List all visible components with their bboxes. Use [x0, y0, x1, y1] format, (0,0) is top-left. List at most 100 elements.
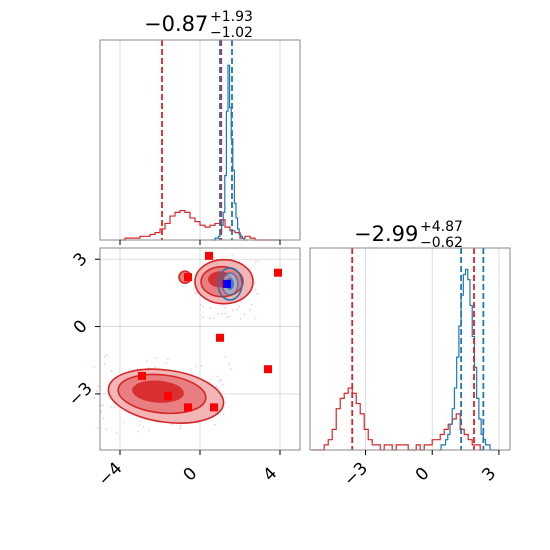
sample-dot — [154, 366, 157, 369]
red-square-marker — [184, 273, 192, 282]
sample-dot — [102, 404, 104, 407]
red-square-marker — [164, 392, 172, 401]
x-tick-label: 3 — [478, 464, 500, 486]
sample-dot — [236, 308, 239, 311]
red-square-marker — [216, 333, 224, 342]
marginal-2-title-plus: +4.87 — [420, 219, 463, 235]
sample-dot — [219, 379, 222, 381]
sample-dot — [224, 312, 227, 315]
x-tick-label: −3 — [340, 459, 372, 491]
x-tick-label: 0 — [180, 464, 202, 486]
sample-dot — [116, 432, 118, 434]
sample-dot — [224, 307, 227, 309]
sample-dot — [231, 253, 234, 256]
sample-dot — [103, 355, 106, 358]
x-tick-label: 0 — [412, 464, 434, 486]
sample-dot — [256, 293, 259, 295]
red-square-marker — [274, 268, 282, 277]
axes-frame — [309, 247, 511, 451]
sample-dot — [229, 368, 232, 371]
sample-dot — [201, 316, 204, 319]
sample-dot — [254, 282, 256, 285]
sample-dot — [96, 427, 99, 430]
sample-dot — [254, 288, 257, 291]
x-tick-label: 4 — [260, 464, 282, 486]
marginal-2-panel: −3 0 3 — [309, 247, 511, 491]
sample-dot — [142, 425, 145, 428]
sample-dot — [137, 430, 139, 433]
sample-dot — [213, 256, 216, 259]
sample-dot — [102, 417, 105, 420]
blue-square-marker — [223, 279, 231, 288]
sample-dot — [165, 362, 168, 365]
sample-dot — [209, 307, 212, 310]
sample-dot — [231, 309, 234, 312]
sample-dot — [243, 313, 246, 316]
sample-dot — [254, 317, 256, 320]
sample-dot — [222, 413, 225, 416]
histogram-blue — [212, 64, 248, 241]
sample-dot — [224, 356, 227, 358]
marginal-1-title-minus: −1.02 — [210, 25, 253, 41]
sample-dot — [257, 260, 260, 262]
sample-dot — [212, 316, 215, 319]
y-tick-label: 3 — [70, 249, 92, 271]
joint-panel: −4 0 4 3 0 −3 — [65, 247, 301, 491]
red-square-marker — [184, 403, 192, 412]
y-tick-label: 0 — [70, 316, 92, 338]
histogram-blue — [438, 268, 497, 451]
sample-dot — [201, 305, 204, 308]
sample-dot — [227, 315, 230, 318]
sample-dot — [179, 427, 182, 430]
contour-blue-outer — [217, 267, 243, 301]
sample-dot — [194, 292, 197, 294]
sample-dot — [226, 316, 228, 319]
sample-dot — [179, 424, 182, 427]
sample-dot — [167, 358, 169, 360]
sample-dot — [147, 429, 150, 432]
sample-dot — [110, 369, 113, 372]
sample-dot — [103, 363, 106, 365]
marginal-1-title-plus: +1.93 — [210, 9, 253, 25]
marginal-1-title-value: −0.87 — [144, 12, 208, 36]
histogram-red — [312, 387, 485, 451]
sample-dot — [96, 390, 98, 392]
y-tick-label: −3 — [65, 379, 97, 411]
sample-dot — [93, 396, 95, 399]
sample-dot — [216, 313, 219, 315]
red-square-marker — [138, 371, 146, 380]
sample-dot — [199, 303, 202, 306]
sample-dot — [221, 383, 224, 386]
histogram-red — [120, 209, 280, 241]
marginal-2-title: −2.99 +4.87 −0.62 — [354, 219, 463, 251]
sample-dot — [195, 365, 197, 368]
sample-dot — [214, 423, 217, 426]
marginal-2-title-value: −2.99 — [354, 222, 418, 246]
sample-dot — [228, 362, 231, 365]
sample-dot — [238, 305, 241, 308]
sample-dot — [100, 410, 103, 413]
sample-dot — [239, 318, 242, 320]
sample-dot — [139, 424, 141, 427]
sample-dot — [208, 317, 211, 320]
red-square-marker — [210, 403, 218, 412]
x-tick-label: −4 — [95, 459, 127, 491]
sample-dot — [139, 420, 142, 423]
sample-dot — [100, 404, 103, 407]
red-square-marker — [205, 251, 213, 260]
sample-dot — [218, 380, 221, 383]
sample-dot — [200, 364, 203, 367]
marginal-2-title-minus: −0.62 — [420, 235, 463, 251]
sample-dot — [105, 354, 108, 357]
sample-dot — [155, 357, 158, 359]
red-square-marker — [264, 365, 272, 374]
sample-dot — [250, 303, 253, 306]
sample-dot — [220, 313, 223, 315]
marginal-1-panel — [99, 39, 301, 245]
sample-dot — [254, 260, 257, 263]
marginal-1-title: −0.87 +1.93 −1.02 — [144, 9, 253, 41]
sample-dot — [216, 375, 219, 378]
sample-dot — [97, 385, 100, 387]
sample-dot — [145, 359, 148, 362]
